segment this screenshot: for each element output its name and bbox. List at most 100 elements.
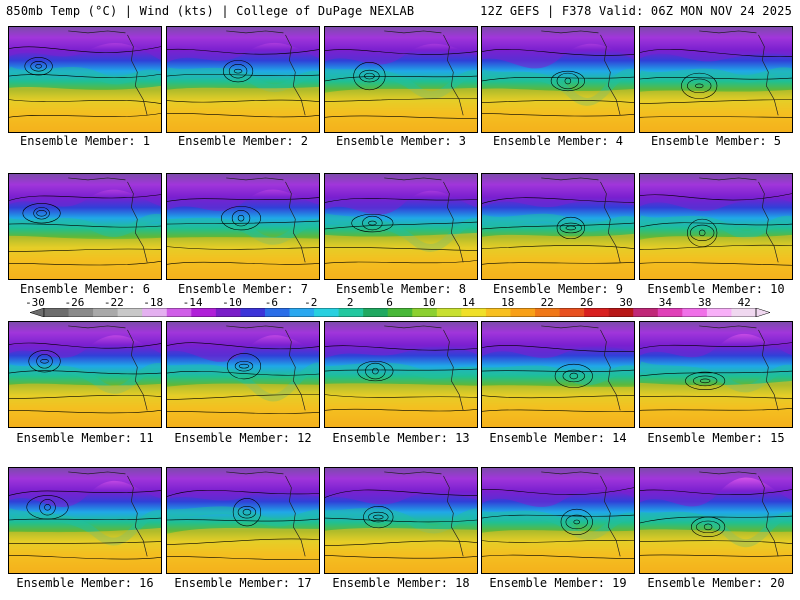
ensemble-map-panel <box>8 321 162 428</box>
colorbar-segment <box>44 308 69 317</box>
colorbar-segment <box>559 308 585 317</box>
colorbar-segment <box>240 308 266 317</box>
ensemble-member-label: Ensemble Member: 18 <box>332 576 470 590</box>
colorbar-segment <box>485 308 511 317</box>
colorbar-tick-label: -22 <box>103 296 124 309</box>
temperature-field-map <box>9 174 161 279</box>
map-title: 850mb Temp (°C) | Wind (kts) | College o… <box>6 4 415 18</box>
colorbar-segment <box>584 308 610 317</box>
ensemble-member-label: Ensemble Member: 5 <box>650 134 782 148</box>
colorbar-tick-label: 6 <box>386 296 393 309</box>
ensemble-map-panel <box>481 26 635 133</box>
ensemble-member-label: Ensemble Member: 15 <box>647 431 785 445</box>
ensemble-map-panel <box>324 173 478 280</box>
colorbar-tick-label: 42 <box>737 296 751 309</box>
colorbar-segment <box>215 308 241 317</box>
colorbar-tick-label: 14 <box>461 296 476 309</box>
temperature-field-map <box>167 174 319 279</box>
colorbar-segment <box>68 308 94 317</box>
colorbar-segment <box>657 308 683 317</box>
colorbar-tick-label: 18 <box>501 296 515 309</box>
colorbar-segment <box>608 308 634 317</box>
colorbar-segment <box>166 308 192 317</box>
ensemble-member-label: Ensemble Member: 6 <box>19 282 151 296</box>
temperature-field-map <box>640 468 792 573</box>
ensemble-member-label: Ensemble Member: 8 <box>335 282 467 296</box>
temperature-field-map <box>640 174 792 279</box>
colorbar-segment <box>633 308 659 317</box>
colorbar-segment <box>461 308 487 317</box>
colorbar-segment <box>264 308 290 317</box>
colorbar-tick-label: -6 <box>264 296 279 309</box>
ensemble-map-panel <box>481 173 635 280</box>
ensemble-map-panel <box>8 467 162 574</box>
colorbar-tick-label: 38 <box>698 296 712 309</box>
ensemble-member-label: Ensemble Member: 20 <box>647 576 785 590</box>
ensemble-map-panel <box>324 321 478 428</box>
ensemble-member-label: Ensemble Member: 13 <box>332 431 470 445</box>
colorbar-segment <box>93 308 119 317</box>
ensemble-map-panel <box>639 26 793 133</box>
ensemble-map-panel <box>324 26 478 133</box>
colorbar-segment <box>436 308 462 317</box>
ensemble-map-panel <box>166 26 320 133</box>
colorbar-tick-label: -26 <box>64 296 85 309</box>
ensemble-member-label: Ensemble Member: 12 <box>174 431 312 445</box>
ensemble-member-label: Ensemble Member: 4 <box>492 134 624 148</box>
colorbar-tick-label: -18 <box>143 296 164 309</box>
ensemble-member-label: Ensemble Member: 10 <box>647 282 785 296</box>
colorbar-min-arrow <box>30 308 45 317</box>
ensemble-member-label: Ensemble Member: 14 <box>489 431 627 445</box>
colorbar-segment <box>706 308 732 317</box>
ensemble-map-panel <box>639 173 793 280</box>
colorbar-segment <box>117 308 143 317</box>
ensemble-map-panel <box>166 467 320 574</box>
colorbar-tick-label: 26 <box>579 296 594 309</box>
ensemble-map-panel <box>8 26 162 133</box>
colorbar-tick-label: 34 <box>658 296 673 309</box>
colorbar-tick-label: 22 <box>540 296 554 309</box>
ensemble-map-panel <box>8 173 162 280</box>
ensemble-map-panel <box>481 321 635 428</box>
model-run-valid-time: 12Z GEFS | F378 Valid: 06Z MON NOV 24 20… <box>480 4 792 18</box>
temperature-field-map <box>325 322 477 427</box>
colorbar-segment <box>510 308 536 317</box>
ensemble-map-panel <box>166 321 320 428</box>
ensemble-member-label: Ensemble Member: 2 <box>177 134 309 148</box>
ensemble-member-label: Ensemble Member: 19 <box>489 576 627 590</box>
temperature-field-map <box>325 174 477 279</box>
temperature-field-map <box>640 322 792 427</box>
colorbar-segment <box>363 308 389 317</box>
ensemble-member-label: Ensemble Member: 3 <box>335 134 467 148</box>
colorbar-tick-label: -14 <box>182 296 203 309</box>
temperature-field-map <box>9 27 161 132</box>
colorbar-tick-label: 2 <box>346 296 354 309</box>
colorbar-segment <box>682 308 708 317</box>
colorbar-segment <box>338 308 364 317</box>
colorbar-segment <box>535 308 560 317</box>
ensemble-member-label: Ensemble Member: 7 <box>177 282 309 296</box>
colorbar-tick-label: 30 <box>619 296 633 309</box>
ensemble-member-label: Ensemble Member: 11 <box>16 431 154 445</box>
colorbar-tick-label: 10 <box>422 296 436 309</box>
temperature-field-map <box>640 27 792 132</box>
colorbar-max-arrow <box>755 308 770 317</box>
ensemble-map-panel <box>481 467 635 574</box>
colorbar-segment <box>191 308 217 317</box>
ensemble-member-label: Ensemble Member: 9 <box>492 282 624 296</box>
temperature-field-map <box>167 468 319 573</box>
colorbar-segment <box>289 308 315 317</box>
temperature-field-map <box>482 322 634 427</box>
temperature-field-map <box>482 27 634 132</box>
temperature-field-map <box>9 322 161 427</box>
temperature-field-map <box>482 174 634 279</box>
temperature-field-map <box>9 468 161 573</box>
temperature-field-map <box>325 27 477 132</box>
ensemble-member-label: Ensemble Member: 1 <box>19 134 151 148</box>
temperature-field-map <box>482 468 634 573</box>
colorbar-strip <box>30 308 770 317</box>
ensemble-map-panel <box>639 321 793 428</box>
colorbar-tick-label: -2 <box>304 296 318 309</box>
ensemble-member-label: Ensemble Member: 16 <box>16 576 154 590</box>
temperature-field-map <box>167 322 319 427</box>
